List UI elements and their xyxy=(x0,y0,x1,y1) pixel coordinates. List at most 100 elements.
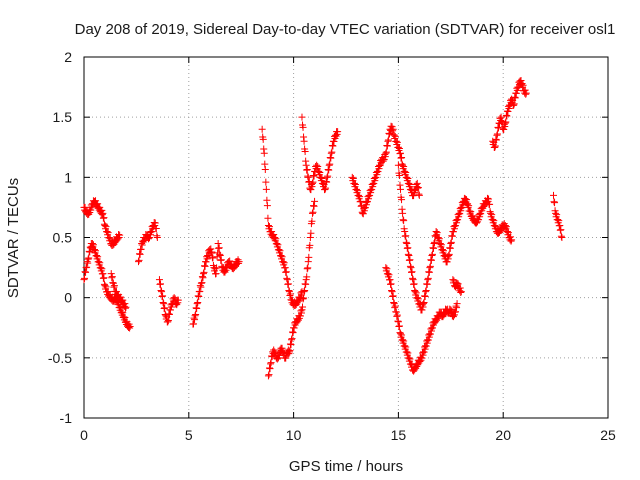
data-point-interp xyxy=(94,200,102,208)
data-point-interp xyxy=(92,247,100,255)
data-point xyxy=(382,149,390,157)
data-point-interp xyxy=(159,298,167,306)
data-point xyxy=(399,209,407,217)
data-point-interp xyxy=(327,154,335,162)
data-point-interp xyxy=(81,268,89,276)
data-point xyxy=(84,255,92,263)
data-point xyxy=(334,128,342,136)
data-point-interp xyxy=(324,166,332,174)
data-point-interp xyxy=(84,259,92,267)
data-point-interp xyxy=(504,107,512,115)
data-point xyxy=(453,300,461,308)
data-point xyxy=(497,113,505,121)
data-point-interp xyxy=(404,175,412,183)
data-point-interp xyxy=(261,166,269,174)
data-point-interp xyxy=(354,187,362,195)
y-tick-label: 2 xyxy=(64,49,72,65)
data-point xyxy=(311,197,319,205)
data-point-interp xyxy=(190,320,198,328)
data-point-interp xyxy=(288,335,296,343)
data-point-interp xyxy=(522,90,530,98)
data-point xyxy=(420,300,428,308)
data-point-interp xyxy=(457,289,465,297)
data-point-interp xyxy=(427,327,435,335)
data-point-interp xyxy=(429,244,437,252)
data-point-interp xyxy=(446,244,454,252)
data-point-interp xyxy=(207,245,215,253)
data-point-interp xyxy=(444,255,452,263)
data-point-interp xyxy=(157,280,165,288)
data-point-interp xyxy=(287,341,295,349)
data-point-interp xyxy=(375,165,383,173)
data-point-interp xyxy=(428,250,436,258)
data-point xyxy=(409,276,417,284)
data-point-interp xyxy=(100,214,108,222)
data-point xyxy=(288,336,296,344)
data-point-interp xyxy=(197,283,205,291)
data-point xyxy=(325,161,333,169)
data-point-interp xyxy=(286,290,294,298)
data-point-interp xyxy=(299,295,307,303)
data-point xyxy=(275,246,283,254)
data-point-interp xyxy=(494,123,502,131)
data-point-interp xyxy=(555,217,563,225)
data-point-interp xyxy=(385,129,393,137)
data-point-interp xyxy=(102,283,110,291)
data-point-interp xyxy=(447,238,455,246)
chart-title: Day 208 of 2019, Sidereal Day-to-day VTE… xyxy=(75,21,616,38)
data-point-interp xyxy=(421,292,429,300)
y-tick-label: 1.5 xyxy=(53,109,73,125)
data-point-interp xyxy=(152,224,160,232)
data-point-interp xyxy=(83,263,91,271)
x-tick-label: 5 xyxy=(185,427,193,443)
data-point xyxy=(153,234,161,241)
data-point-interp xyxy=(221,268,229,276)
data-point-interp xyxy=(115,230,123,238)
data-point-interp xyxy=(398,196,406,204)
data-point-interp xyxy=(282,268,290,276)
data-point-interp xyxy=(399,216,407,224)
data-point xyxy=(193,300,201,308)
data-point-interp xyxy=(307,186,315,194)
data-point-interp xyxy=(310,202,318,210)
data-point xyxy=(350,179,358,187)
y-tick-label: 0.5 xyxy=(53,230,73,246)
data-point xyxy=(352,185,360,193)
data-point-interp xyxy=(467,208,475,216)
data-point-interp xyxy=(203,255,211,263)
data-point xyxy=(384,137,392,145)
data-point-interp xyxy=(87,206,95,214)
data-point-interp xyxy=(300,294,308,302)
data-point-interp xyxy=(426,330,434,338)
data-point-interp xyxy=(551,199,559,207)
data-point xyxy=(304,173,312,181)
data-point xyxy=(401,342,409,350)
data-point xyxy=(103,227,111,235)
data-point-interp xyxy=(406,355,414,363)
data-point-interp xyxy=(362,201,370,209)
data-point-interp xyxy=(501,223,509,231)
data-point-interp xyxy=(323,178,331,186)
data-point-interp xyxy=(389,125,397,133)
data-point-interp xyxy=(324,172,332,180)
data-point-interp xyxy=(393,312,401,320)
data-point-interp xyxy=(418,354,426,362)
data-point-interp xyxy=(402,232,410,240)
data-point xyxy=(426,264,434,272)
data-point xyxy=(424,276,432,284)
data-point xyxy=(164,318,172,326)
data-point-interp xyxy=(463,196,471,204)
x-tick-label: 10 xyxy=(286,427,302,443)
data-point xyxy=(191,312,199,320)
data-point-interp xyxy=(512,89,520,97)
data-point-interp xyxy=(410,280,418,288)
data-point-interp xyxy=(305,253,313,261)
data-point-interp xyxy=(557,226,565,234)
data-point-interp xyxy=(421,345,429,353)
data-point-interp xyxy=(307,229,315,237)
data-point-interp xyxy=(200,268,208,276)
data-point xyxy=(508,95,516,103)
data-point xyxy=(489,215,497,223)
data-point xyxy=(436,240,444,248)
data-point xyxy=(485,195,493,203)
